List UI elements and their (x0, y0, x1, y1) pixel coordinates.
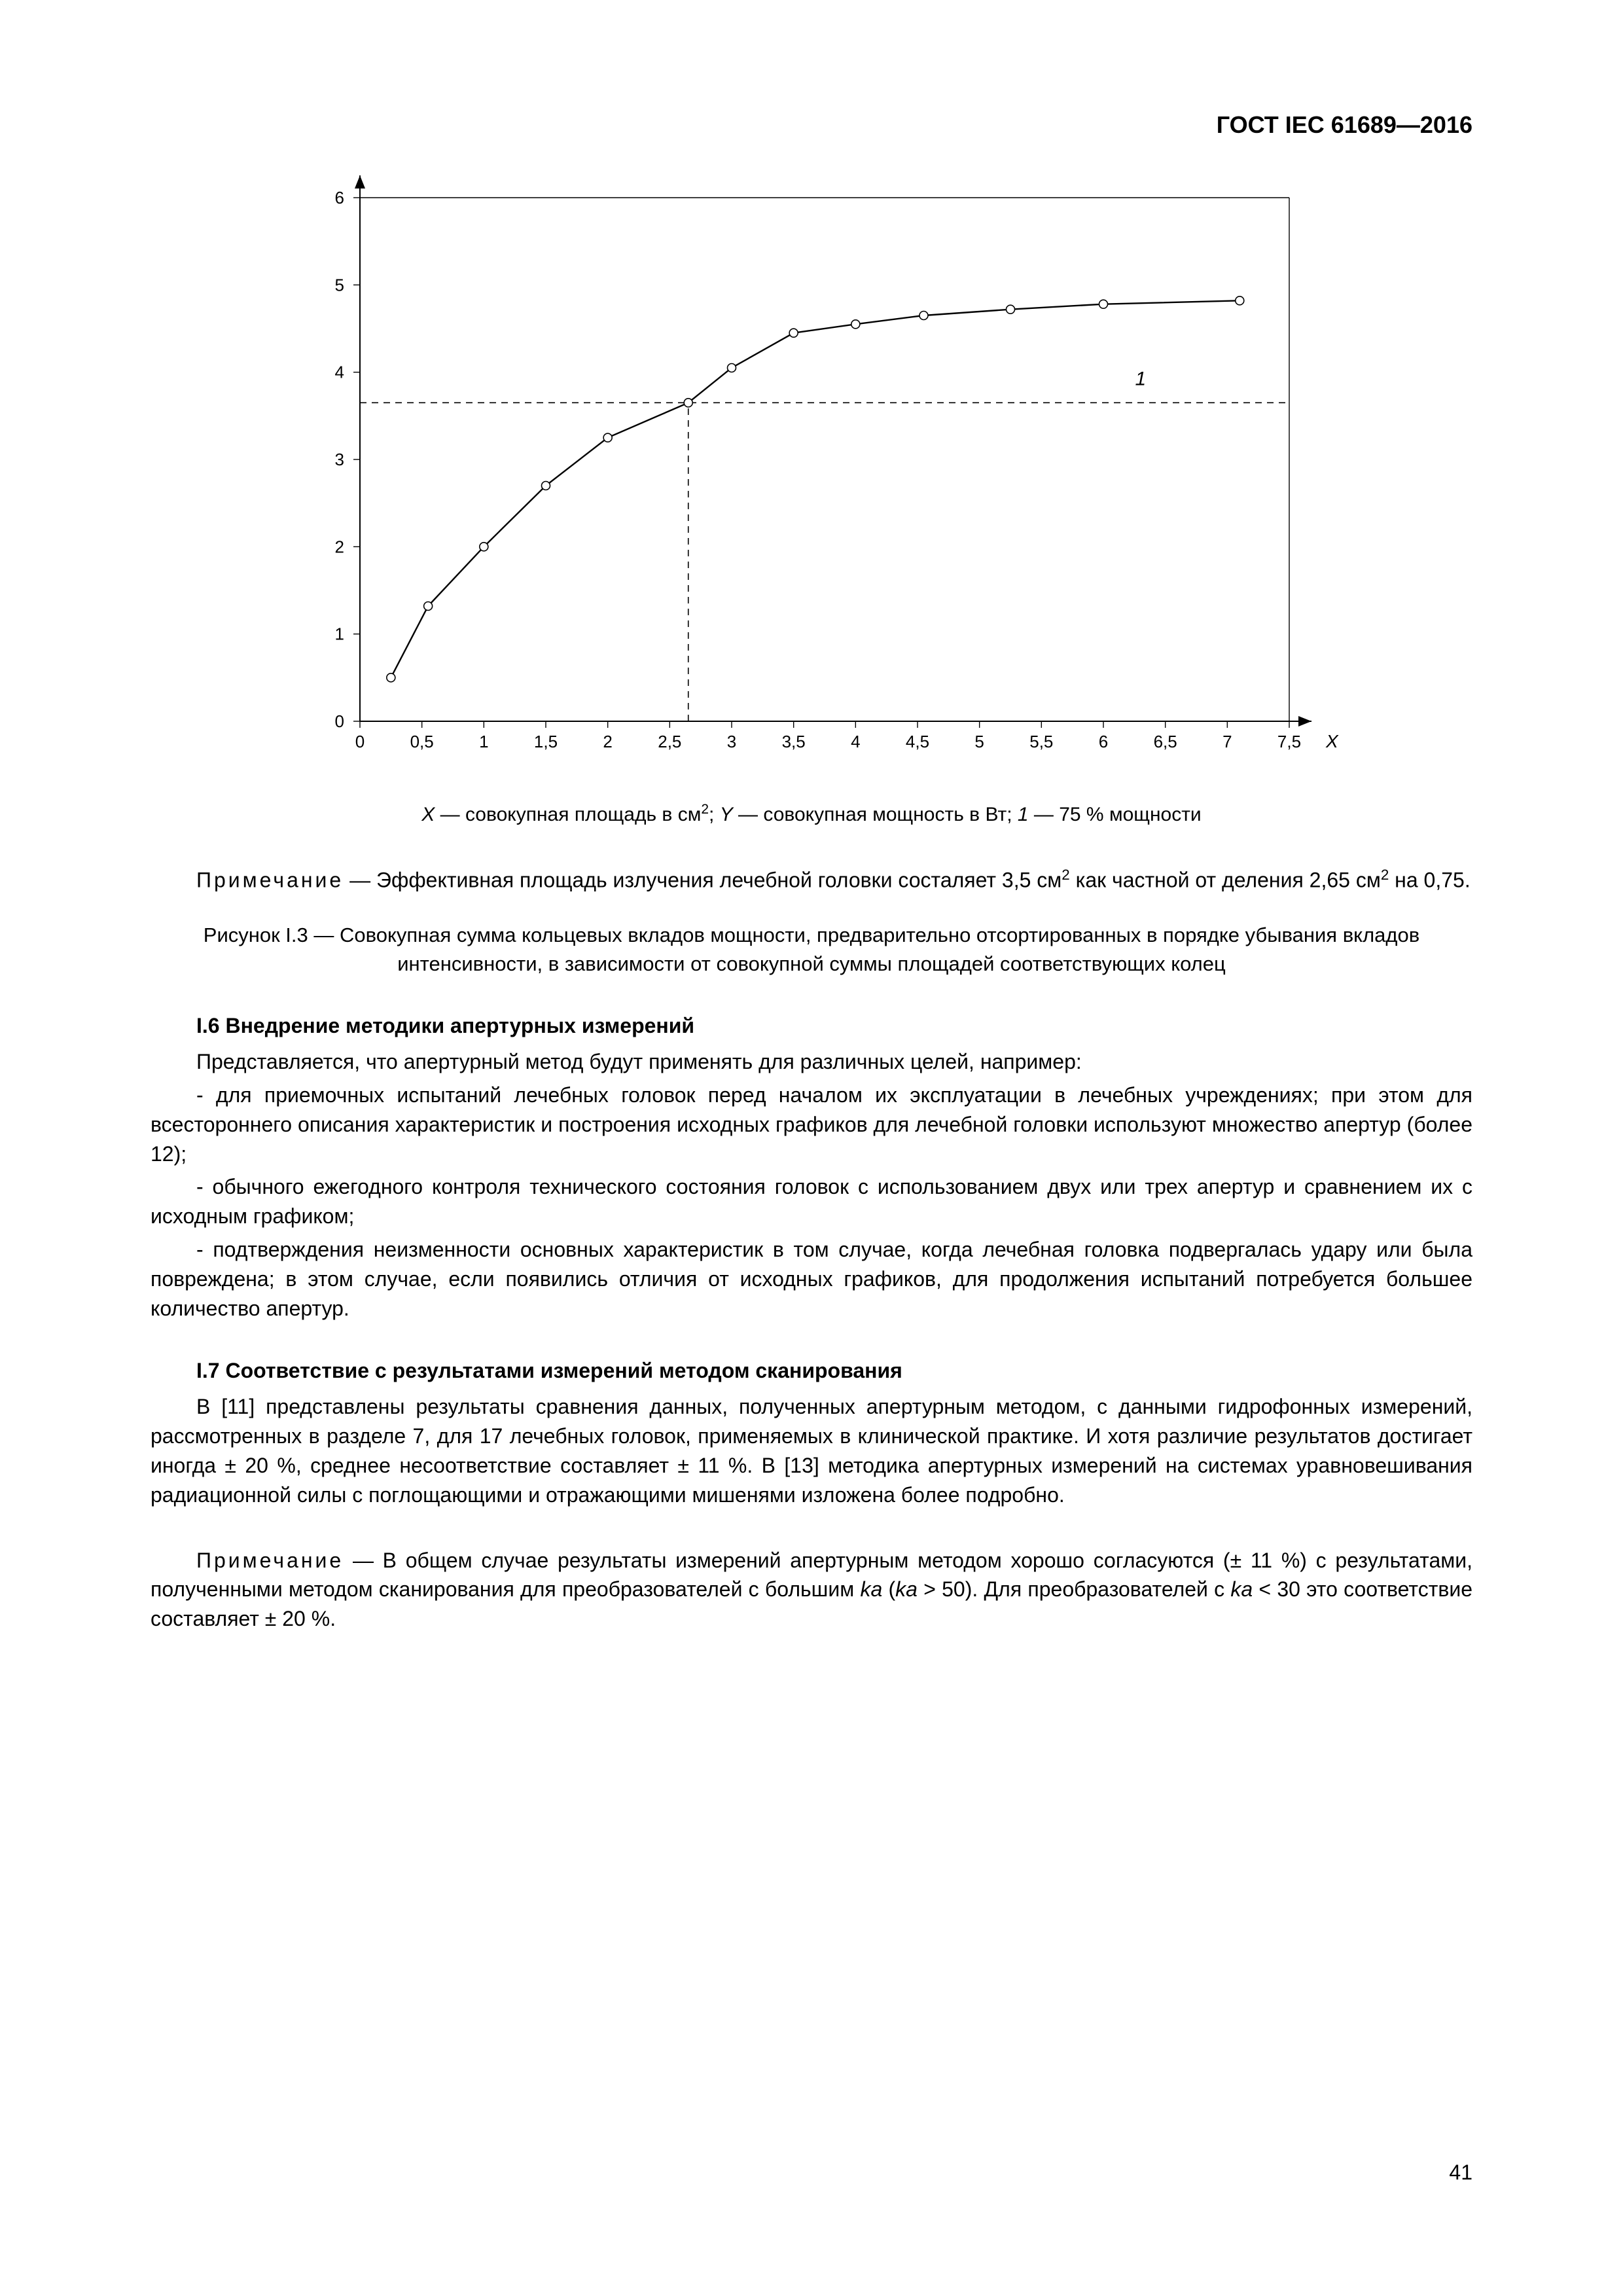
cumulative-power-chart: 0 0,5 1 1,5 2 2,5 3 3,5 4 4,5 5 5,5 6 6,5 7 7,5 0 1 2 3 4 5 6 Y… (281, 171, 1342, 780)
chart-container: 0 0,5 1 1,5 2 2,5 3 3,5 4 4,5 5 5,5 6 6,5 7 7,5 0 1 2 3 4 5 6 Y… (151, 171, 1472, 780)
figure-caption: Рисунок I.3 — Совокупная сумма кольцевых… (151, 921, 1472, 978)
svg-text:6: 6 (335, 188, 344, 207)
svg-text:2,5: 2,5 (658, 732, 681, 751)
svg-text:X: X (1325, 731, 1339, 751)
svg-text:Y: Y (338, 171, 352, 174)
svg-text:6: 6 (1099, 732, 1108, 751)
svg-text:1,5: 1,5 (534, 732, 558, 751)
page-number: 41 (1449, 2161, 1472, 2185)
svg-text:5: 5 (974, 732, 984, 751)
svg-text:4: 4 (851, 732, 860, 751)
svg-text:0: 0 (355, 732, 365, 751)
svg-text:4: 4 (335, 363, 344, 382)
standard-code: ГОСТ IEC 61689—2016 (1217, 111, 1472, 138)
svg-text:1: 1 (479, 732, 488, 751)
svg-text:0: 0 (335, 711, 344, 731)
i6-bullet-1: - для приемочных испытаний лечебных голо… (151, 1081, 1472, 1168)
note-1: Примечание — Эффективная площадь излучен… (151, 865, 1472, 895)
chart-axis-legend: X — совокупная площадь в см2; Y — совоку… (151, 800, 1472, 829)
svg-text:0,5: 0,5 (410, 732, 434, 751)
svg-text:7,5: 7,5 (1277, 732, 1301, 751)
svg-text:2: 2 (603, 732, 612, 751)
svg-text:1: 1 (335, 624, 344, 644)
i7-para: В [11] представлены результаты сравнения… (151, 1392, 1472, 1509)
svg-text:4,5: 4,5 (906, 732, 929, 751)
svg-text:3: 3 (727, 732, 736, 751)
heading-i7: I.7 Соответствие с результатами измерени… (151, 1359, 1472, 1383)
svg-text:1: 1 (1135, 368, 1146, 390)
i6-bullet-2: - обычного ежегодного контроля техническ… (151, 1172, 1472, 1231)
svg-text:5: 5 (335, 275, 344, 295)
i6-intro: Представляется, что апертурный метод буд… (151, 1047, 1472, 1077)
svg-text:7: 7 (1222, 732, 1232, 751)
i7-note: Примечание — В общем случае результаты и… (151, 1546, 1472, 1634)
svg-text:6,5: 6,5 (1154, 732, 1177, 751)
page-header: ГОСТ IEC 61689—2016 (151, 111, 1472, 139)
svg-text:3,5: 3,5 (782, 732, 806, 751)
svg-text:5,5: 5,5 (1029, 732, 1053, 751)
svg-text:2: 2 (335, 537, 344, 556)
i6-bullet-3: - подтверждения неизменности основных ха… (151, 1235, 1472, 1323)
heading-i6: I.6 Внедрение методики апертурных измере… (151, 1014, 1472, 1038)
svg-text:3: 3 (335, 450, 344, 469)
page: ГОСТ IEC 61689—2016 0 0,5 1 1,5 2 2,5 3 3,5 4 4,5… (0, 0, 1623, 2296)
